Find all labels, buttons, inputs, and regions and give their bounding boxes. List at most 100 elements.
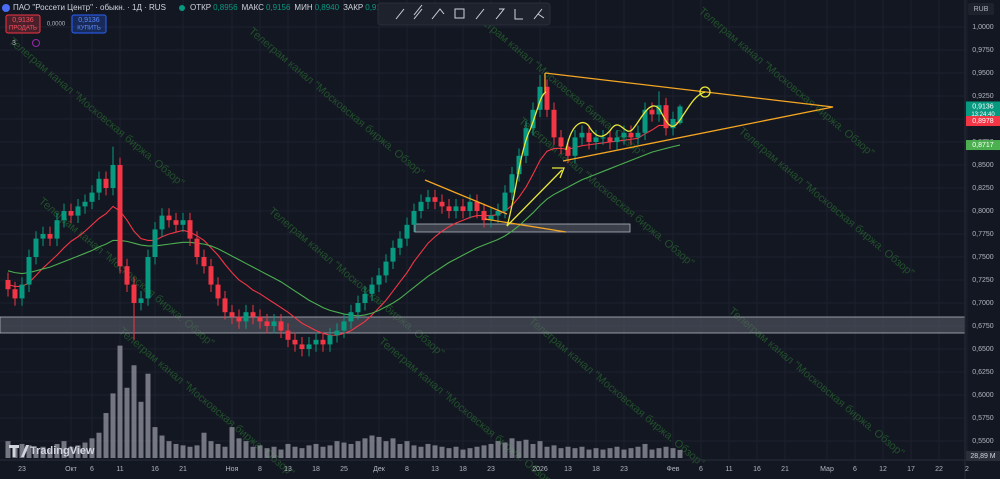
x-tick-label: 11 — [725, 466, 732, 473]
wedge — [424, 179, 567, 233]
volume-bar — [390, 438, 396, 458]
candle-body — [586, 132, 592, 142]
volume-bar — [600, 449, 606, 458]
candle-body — [299, 344, 305, 349]
candle-body — [334, 330, 340, 336]
volume-bar — [68, 446, 74, 458]
candle-body — [152, 229, 158, 257]
candle-body — [285, 330, 291, 340]
indicators-toggle[interactable]: 3 — [12, 40, 16, 47]
candle-body — [33, 238, 39, 257]
candle-body — [61, 211, 67, 221]
candle-body — [215, 284, 221, 299]
volume-bar — [516, 441, 522, 458]
candle-body — [173, 220, 179, 225]
price-tag-label: 0,8978 — [972, 118, 994, 125]
candle-body — [593, 137, 599, 142]
candle-body — [544, 86, 550, 110]
x-tick-label: 8 — [405, 466, 409, 473]
volume-tag — [966, 451, 1000, 461]
candle-body — [166, 215, 172, 221]
volume-bar — [467, 448, 473, 458]
volume-bar — [110, 393, 116, 458]
volume-bar — [572, 448, 578, 458]
volume-bar — [19, 443, 25, 458]
x-tick-label: 23 — [487, 466, 495, 473]
tool-arrow[interactable] — [495, 8, 506, 20]
candle-body — [68, 211, 74, 216]
volume-bar — [159, 435, 165, 458]
volume-bar — [75, 445, 81, 458]
volume-bar — [432, 445, 438, 458]
x-tick-label: 23 — [18, 466, 26, 473]
volume-bar — [278, 449, 284, 458]
volume-bar — [635, 446, 641, 458]
candle-body — [250, 312, 256, 317]
volume-bar — [460, 449, 466, 458]
volume-bar — [5, 441, 11, 458]
x-tick-label: 12 — [879, 466, 887, 473]
tool-brush[interactable] — [475, 8, 485, 20]
candle-body — [306, 344, 312, 349]
volume-bar — [215, 443, 221, 458]
buy-button[interactable] — [71, 14, 107, 34]
currency-box[interactable] — [968, 3, 994, 15]
drawings — [424, 72, 834, 233]
candle-body — [621, 132, 627, 138]
volume-bar — [362, 438, 368, 458]
y-tick-label: 0,7750 — [972, 231, 994, 238]
tool-line[interactable] — [395, 8, 405, 20]
volume-bar — [54, 443, 60, 458]
candle-body — [425, 197, 431, 202]
candle-body — [649, 109, 655, 115]
spread: 0,0000 — [47, 22, 66, 28]
candle-body — [75, 206, 81, 216]
stat-label: ЗАКР — [343, 3, 363, 12]
tool-rect[interactable] — [454, 8, 465, 19]
candle-body — [5, 280, 11, 290]
candle-body — [383, 261, 389, 276]
volume-bar — [523, 439, 529, 458]
sell-button[interactable] — [5, 14, 41, 34]
candle-body — [488, 215, 494, 221]
stat-label: МАКС — [242, 3, 265, 12]
volume — [5, 345, 683, 458]
volume-bar — [208, 441, 214, 458]
candle-body — [117, 165, 123, 267]
volume-bar — [89, 438, 95, 458]
x-tick-label: 18 — [459, 466, 467, 473]
volume-bar — [628, 448, 634, 458]
y-tick-label: 0,6750 — [972, 323, 994, 330]
volume-bar — [579, 446, 585, 458]
candle-body — [12, 289, 18, 299]
candle-body — [537, 86, 543, 110]
tool-path[interactable] — [431, 8, 445, 20]
tool-text[interactable] — [514, 9, 523, 20]
candle-body — [495, 211, 501, 216]
volume-bar — [250, 446, 256, 458]
volume-bar — [502, 442, 508, 458]
volume-bar — [47, 449, 53, 458]
volume-bar — [327, 445, 333, 458]
candle-body — [124, 266, 130, 285]
candle-body — [530, 109, 536, 129]
candle-body — [404, 224, 410, 239]
y-tick-label: 0,5750 — [972, 415, 994, 422]
candle-body — [243, 312, 249, 322]
candle-body — [313, 339, 319, 345]
volume-bar — [614, 446, 620, 458]
candle-body — [656, 105, 662, 115]
candle-body — [229, 312, 235, 317]
volume-bar — [649, 449, 655, 458]
candle-body — [138, 298, 144, 303]
tool-more[interactable] — [533, 8, 545, 20]
buy-price: 0,9136 — [78, 17, 100, 24]
candle-body — [19, 284, 25, 299]
tool-channel[interactable] — [413, 4, 423, 20]
y-tick-label: 0,5500 — [972, 438, 994, 445]
candle-body — [642, 109, 648, 133]
x-tick-label: 25 — [340, 466, 348, 473]
stat-label: ОТКР — [190, 3, 211, 12]
price-tag — [966, 140, 1000, 151]
y-tick-label: 0,6250 — [972, 369, 994, 376]
